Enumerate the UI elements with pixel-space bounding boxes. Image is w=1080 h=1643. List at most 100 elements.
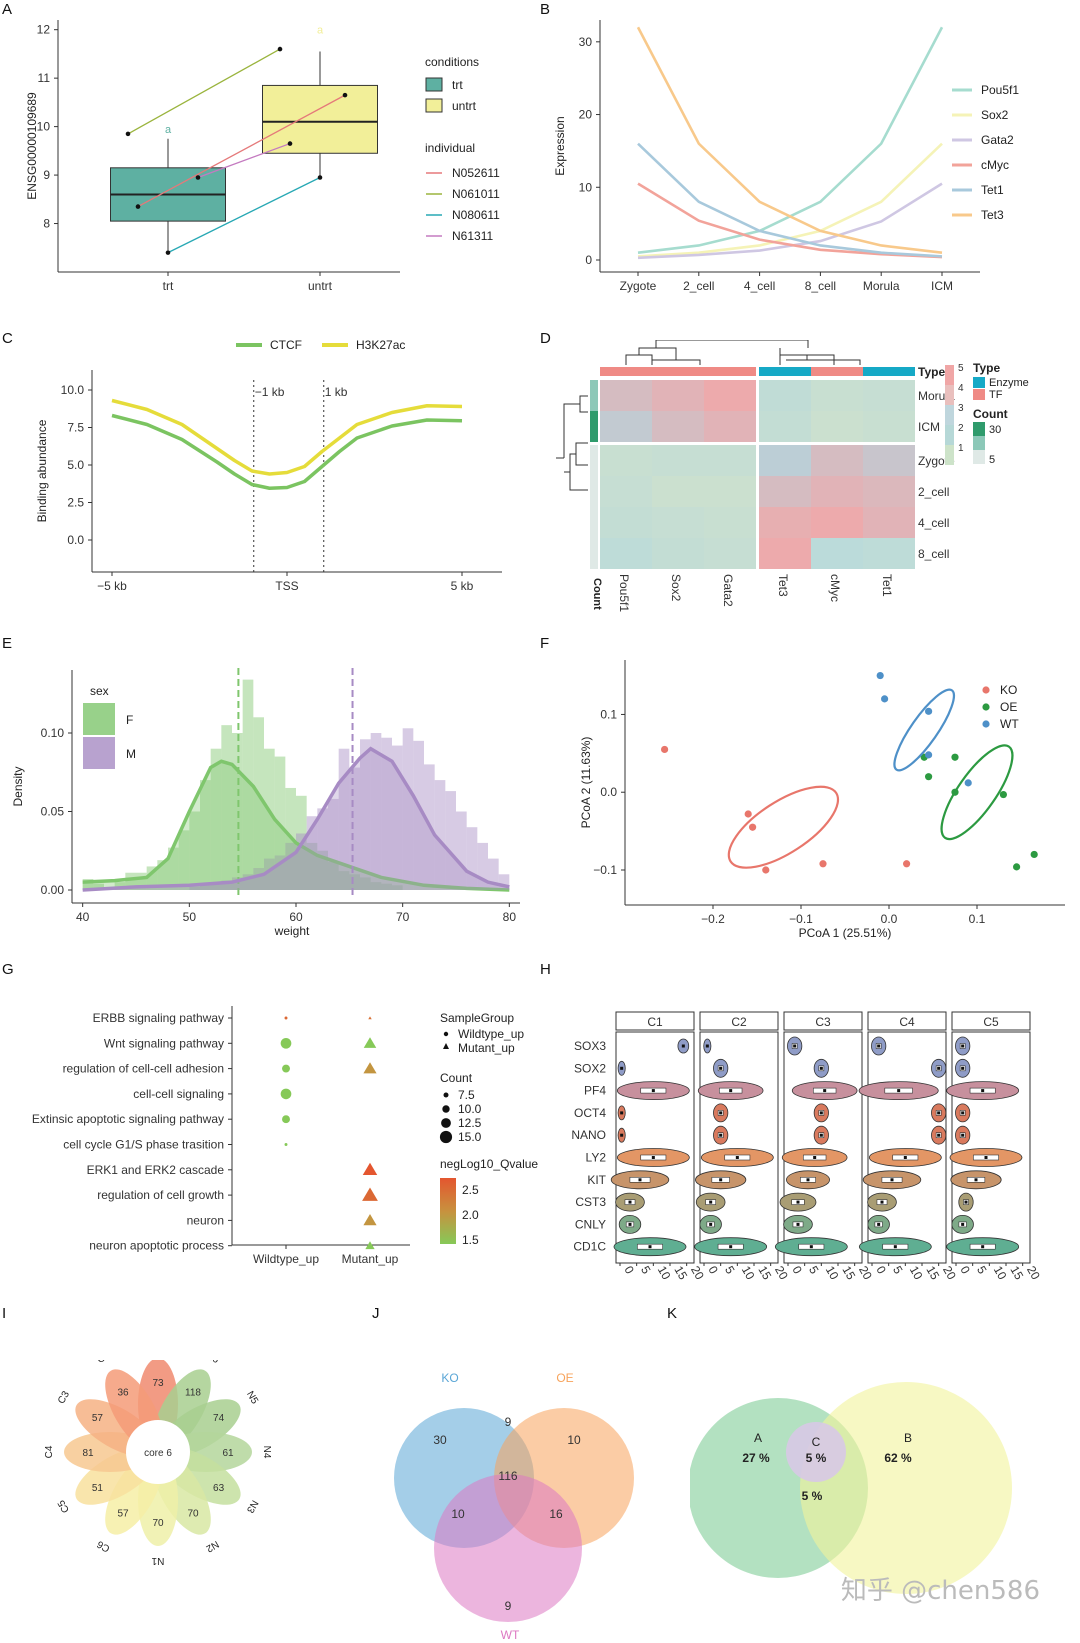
heatmap-cell [704, 507, 756, 538]
count-annotation [590, 380, 598, 411]
violin-median [964, 1200, 968, 1204]
histogram-bar-M [296, 833, 307, 890]
panel-b-line-chart: 0 10 20 30 Expression Zygote 2_cell 4_cell 8_cel… [553, 20, 1019, 293]
facet-label: C3 [815, 1015, 831, 1029]
y-tick-label: 5.0 [67, 458, 84, 472]
petal-label: C2 [95, 1360, 112, 1366]
histogram-bar-M [285, 842, 296, 890]
triangle-mutant [363, 1062, 377, 1074]
heatmap-cell [759, 507, 811, 538]
individual-point [135, 204, 141, 209]
facet-panel [615, 1031, 695, 1264]
heatmap-cell [704, 411, 756, 442]
legend-label: M [126, 747, 136, 761]
x-tick-label: Morula [863, 279, 900, 293]
legend-key [83, 737, 115, 769]
heatmap-cell [600, 476, 652, 507]
violin-median [620, 1111, 624, 1115]
scale-tick: 5 [958, 363, 964, 374]
histogram-bar-M [370, 733, 382, 890]
legend-key [973, 436, 985, 450]
x-tick-label: 5 [806, 1264, 822, 1277]
petal-value: 36 [117, 1387, 129, 1398]
histogram-bar-F [210, 748, 222, 890]
histogram-bar-M [317, 808, 328, 890]
legend-label: CTCF [270, 340, 302, 352]
individual-point [342, 92, 348, 98]
box-outlier: a [165, 124, 172, 136]
histogram-bar-F [82, 879, 94, 890]
petal-label: C4 [44, 1445, 55, 1458]
heatmap-cell [704, 380, 756, 411]
point-KO [903, 860, 911, 868]
violin-median [984, 1156, 988, 1159]
point-OE [951, 753, 959, 761]
legend-label: N061011 [452, 187, 500, 201]
x-tick-label: TSS [275, 579, 298, 593]
histogram-bar-F [168, 847, 179, 890]
individual-point [165, 250, 171, 255]
dot-wildtype [284, 1143, 288, 1146]
vline-label: 1 kb [325, 385, 348, 399]
scale-swatch [945, 385, 954, 405]
histogram-bar-F [93, 883, 104, 890]
histogram-bar-M [328, 798, 339, 890]
point-OE [999, 790, 1007, 799]
term-label: ERK1 and ERK2 cascade [87, 1163, 225, 1177]
histogram-bar-F [232, 733, 243, 890]
violin-median [819, 1111, 823, 1115]
violin-median [981, 1089, 985, 1093]
violin-median [729, 1245, 733, 1249]
legend-label: 1.5 [462, 1233, 479, 1247]
petal-value: 70 [152, 1518, 164, 1529]
term-label: regulation of cell growth [97, 1188, 224, 1202]
scale-tick: 1 [958, 443, 964, 454]
point-OE [951, 788, 959, 796]
heatmap-cell [863, 411, 915, 442]
histogram-bar-M [264, 858, 275, 890]
legend-label: Tet3 [981, 208, 1004, 222]
y-tick-label: 0.0 [67, 533, 84, 547]
histogram-bar-F [146, 866, 158, 890]
triangle-mutant [363, 1037, 377, 1048]
heatmap-cell [811, 445, 863, 476]
histogram-bar-M [445, 791, 456, 890]
histogram-bar-M [242, 874, 254, 890]
scale-tick: 2 [958, 423, 964, 434]
facet-strip [699, 1011, 779, 1031]
legend-key [425, 77, 443, 92]
histogram-bar-M [413, 740, 424, 890]
gene-label: NANO [571, 1128, 606, 1142]
x-tick-label: 15 [839, 1264, 858, 1283]
heatmap-cell [811, 476, 863, 507]
violin-median [813, 1156, 817, 1159]
legend-key [442, 1105, 450, 1113]
density-fill-F [82, 761, 510, 890]
point-WT [881, 695, 889, 703]
y-tick-label: 9 [43, 168, 50, 182]
y-tick-label: 2.5 [67, 496, 84, 510]
dot-wildtype [284, 1016, 288, 1020]
legend-key [443, 1043, 449, 1049]
scale-tick: 3 [958, 403, 964, 414]
legend-label: 30 [989, 424, 1001, 436]
x-tick-label: 0.1 [969, 912, 986, 926]
point-KO [744, 810, 752, 818]
y-tick-label: 10 [579, 180, 593, 194]
legend-title: negLog10_Qvalue [440, 1157, 538, 1171]
legend-label: Sox2 [981, 108, 1009, 122]
heatmap-cell [811, 538, 863, 569]
venn-region-value: 10 [451, 1507, 465, 1521]
heatmap-cell [811, 411, 863, 442]
venn-circle-B [800, 1382, 1012, 1594]
violin-median [961, 1066, 965, 1070]
heatmap-cell [759, 380, 811, 411]
heatmap-cell [652, 476, 704, 507]
density-line-M [82, 746, 510, 892]
violin-median [961, 1111, 965, 1115]
histogram-bar-M [477, 842, 488, 890]
facet-panel [783, 1031, 863, 1264]
density-fill-M [82, 748, 510, 890]
violin-median [681, 1044, 685, 1048]
violin-median [974, 1178, 978, 1182]
